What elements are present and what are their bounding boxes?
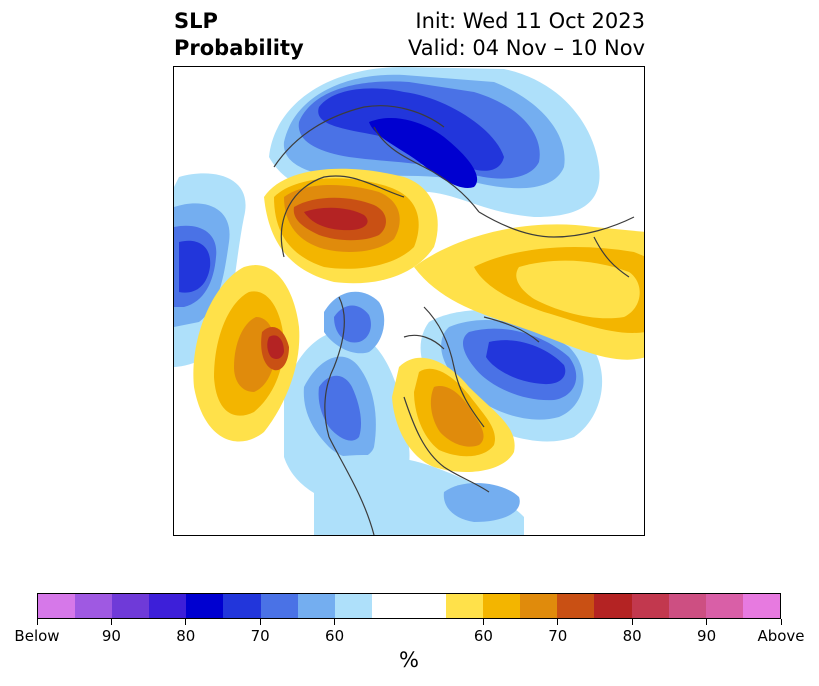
coastline-segment <box>280 175 405 258</box>
coastline-segment <box>403 334 445 350</box>
colorbar-segment <box>75 594 113 618</box>
shaded-contour <box>179 240 211 293</box>
colorbar-segment <box>668 594 706 618</box>
colorbar-segment <box>594 594 632 618</box>
coastline-segment <box>273 105 445 168</box>
colorbar <box>37 593 781 619</box>
map-dates: Init: Wed 11 Oct 2023 Valid: 04 Nov – 10… <box>408 8 645 62</box>
title-variable: SLP <box>174 9 218 33</box>
colorbar-segment <box>186 594 224 618</box>
colorbar-tick-label: 80 <box>622 627 642 645</box>
colorbar-segment <box>260 594 298 618</box>
colorbar-tick <box>110 619 112 625</box>
above-region-eurasia <box>414 224 644 360</box>
colorbar-segment <box>334 594 372 618</box>
colorbar-tick <box>557 619 559 625</box>
shaded-contour <box>267 335 284 360</box>
colorbar-tick-label: 60 <box>473 627 493 645</box>
coastline-segment <box>483 316 540 343</box>
colorbar-tick <box>259 619 261 625</box>
colorbar-tick-label: 60 <box>325 627 345 645</box>
init-date: Init: Wed 11 Oct 2023 <box>415 9 645 33</box>
colorbar-tick-label: 90 <box>697 627 717 645</box>
shaded-contour <box>318 375 362 441</box>
colorbar-tick <box>482 619 484 625</box>
colorbar-tick <box>334 619 336 625</box>
coastline-segment <box>478 211 635 238</box>
coastline-segment <box>328 436 375 535</box>
colorbar-segment <box>742 594 780 618</box>
colorbar-segment <box>557 594 595 618</box>
coastline-segment <box>373 126 480 213</box>
colorbar-unit: % <box>399 648 419 672</box>
valid-range: Valid: 04 Nov – 10 Nov <box>408 36 645 60</box>
colorbar-segment <box>112 594 150 618</box>
colorbar-segment <box>483 594 521 618</box>
coastline-segment <box>324 296 345 438</box>
title-product: Probability <box>174 36 304 60</box>
coastline-segment <box>403 396 490 493</box>
coastline-segment <box>423 306 485 428</box>
colorbar-tick-label: 70 <box>250 627 270 645</box>
colorbar-segment <box>371 594 409 618</box>
colorbar-tick-label: Below <box>14 627 60 645</box>
colorbar-segment <box>631 594 669 618</box>
shaded-contour <box>304 207 368 231</box>
colorbar-segment <box>38 594 76 618</box>
shaded-contour <box>443 482 520 522</box>
above-region-pacific <box>193 265 300 442</box>
coastlines <box>273 105 635 535</box>
colorbar-tick <box>185 619 187 625</box>
colorbar-segment <box>408 594 447 618</box>
below-region-namerica <box>284 291 524 535</box>
colorbar-tick-label: Above <box>757 627 805 645</box>
colorbar-segment <box>520 594 558 618</box>
map-canvas <box>174 67 644 535</box>
shaded-contour <box>486 340 566 385</box>
colorbar-tick <box>631 619 633 625</box>
above-region-eastcanada <box>392 357 515 472</box>
above-region-siberia <box>264 168 438 284</box>
shaded-contour <box>430 386 484 447</box>
colorbar-tick-label: 90 <box>101 627 121 645</box>
colorbar-segment <box>705 594 743 618</box>
colorbar-tick <box>780 619 782 625</box>
coastline-segment <box>593 236 630 278</box>
colorbar-segment <box>297 594 335 618</box>
shaded-contour <box>516 260 640 319</box>
shaded-contour <box>369 117 478 188</box>
colorbar-segment <box>446 594 484 618</box>
colorbar-tick-label: 80 <box>176 627 196 645</box>
colorbar-segment <box>149 594 187 618</box>
colorbar-tick <box>36 619 38 625</box>
probability-map <box>173 66 645 536</box>
colorbar-segment <box>223 594 261 618</box>
colorbar-tick-label: 70 <box>548 627 568 645</box>
colorbar-tick <box>706 619 708 625</box>
map-title: SLP Probability <box>174 8 304 62</box>
